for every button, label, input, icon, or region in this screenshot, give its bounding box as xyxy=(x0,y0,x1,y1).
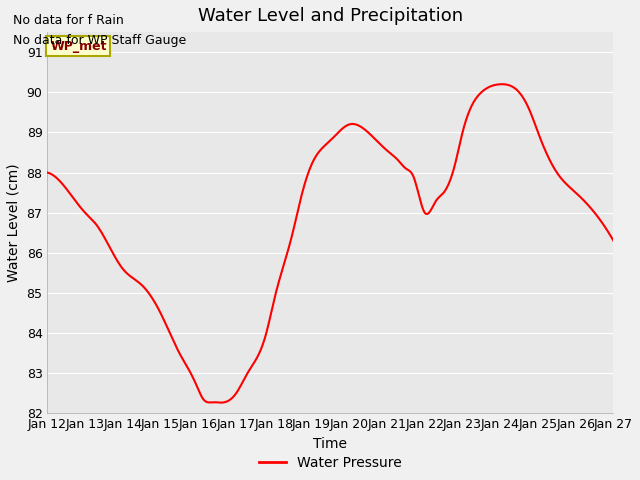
Legend: Water Pressure: Water Pressure xyxy=(253,450,408,475)
Text: No data for WP Staff Gauge: No data for WP Staff Gauge xyxy=(13,34,186,47)
X-axis label: Time: Time xyxy=(314,437,348,451)
Y-axis label: Water Level (cm): Water Level (cm) xyxy=(7,164,21,282)
Text: WP_met: WP_met xyxy=(50,40,107,53)
Title: Water Level and Precipitation: Water Level and Precipitation xyxy=(198,7,463,25)
Text: No data for f Rain: No data for f Rain xyxy=(13,14,124,27)
